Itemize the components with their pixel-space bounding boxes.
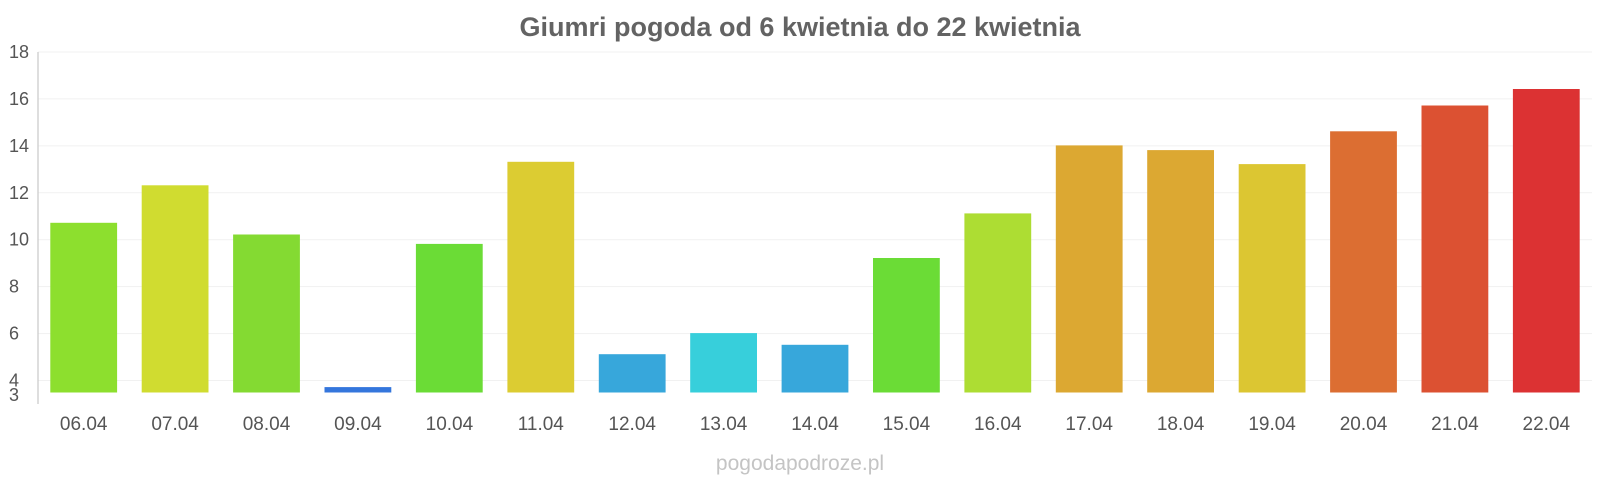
bar (50, 222, 118, 393)
bar (415, 243, 483, 393)
watermark-text: pogodapodroze.pl (716, 452, 884, 475)
x-tick-label: 20.04 (1340, 414, 1388, 435)
x-tick-label: 11.04 (518, 414, 565, 435)
bar (507, 161, 575, 393)
x-tick-label: 10.04 (426, 414, 474, 435)
x-tick-label: 09.04 (334, 414, 382, 435)
x-axis-ticks: 06.04 07.04 08.04 09.04 10.04 11.04 12.04 13.04… (60, 414, 1571, 435)
bar (233, 234, 300, 393)
bar (1147, 150, 1214, 393)
y-tick-label: 3 (9, 385, 19, 405)
x-tick-label: 21.04 (1431, 414, 1479, 435)
bars (50, 89, 1580, 393)
x-tick-label: 22.04 (1523, 414, 1571, 435)
y-tick-label: 16 (9, 89, 29, 109)
x-tick-label: 08.04 (243, 414, 291, 435)
bar (964, 213, 1032, 393)
x-tick-label: 07.04 (151, 414, 199, 435)
bar (598, 354, 666, 393)
y-tick-label: 6 (9, 324, 19, 344)
x-tick-label: 15.04 (883, 414, 931, 435)
y-tick-label: 12 (9, 183, 29, 203)
bar (1421, 105, 1489, 393)
bar (1055, 145, 1123, 393)
x-tick-label: 17.04 (1065, 414, 1113, 435)
bar (690, 333, 758, 393)
x-tick-label: 19.04 (1248, 414, 1296, 435)
y-axis-ticks: 34 6 8 10 12 14 16 18 (9, 42, 29, 405)
y-tick-label: 10 (9, 230, 29, 250)
bar (324, 387, 392, 393)
y-tick-label: 14 (9, 136, 29, 156)
bar (1330, 131, 1397, 393)
bar (1238, 164, 1306, 393)
y-tick-label: 4 (9, 371, 19, 391)
y-tick-label: 8 (9, 277, 19, 297)
y-tick-label: 18 (9, 42, 29, 62)
bar (1512, 89, 1580, 393)
x-tick-label: 16.04 (974, 414, 1022, 435)
x-tick-label: 06.04 (60, 414, 108, 435)
x-tick-label: 18.04 (1157, 414, 1205, 435)
chart-title: Giumri pogoda od 6 kwietnia do 22 kwietn… (519, 12, 1081, 42)
x-tick-label: 12.04 (608, 414, 656, 435)
bar (141, 185, 209, 393)
x-tick-label: 14.04 (791, 414, 839, 435)
x-tick-label: 13.04 (700, 414, 748, 435)
bar (873, 258, 940, 393)
bar (781, 344, 849, 393)
